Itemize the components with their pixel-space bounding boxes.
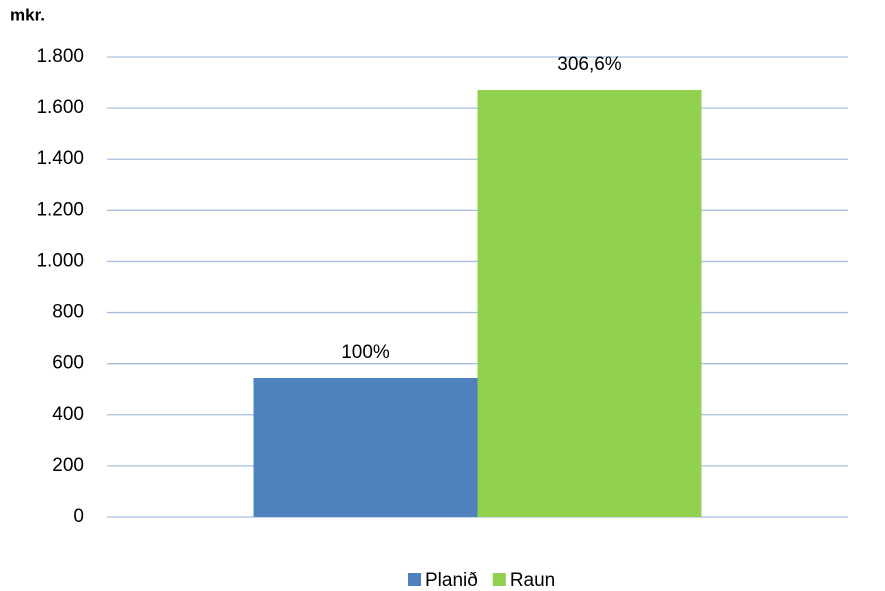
y-tick-label: 800 xyxy=(52,302,84,323)
y-tick-label: 1.000 xyxy=(36,250,84,271)
legend-label: Raun xyxy=(510,570,555,591)
y-tick-label: 1.200 xyxy=(36,199,84,220)
data-label: 100% xyxy=(341,342,390,363)
bar xyxy=(477,89,702,517)
y-tick-label: 1.400 xyxy=(36,148,84,169)
legend-label: Planið xyxy=(425,570,478,591)
y-tick-label: 0 xyxy=(73,506,84,527)
y-tick-label: 400 xyxy=(52,404,84,425)
legend-swatch xyxy=(492,573,506,586)
y-axis-label: mkr. xyxy=(10,5,45,24)
y-tick-label: 1.600 xyxy=(36,97,84,118)
y-tick-label: 600 xyxy=(52,353,84,374)
y-tick-label: 200 xyxy=(52,455,84,476)
bar xyxy=(253,377,478,517)
data-label: 306,6% xyxy=(557,54,622,75)
legend-swatch xyxy=(408,573,421,586)
y-tick-label: 1.800 xyxy=(36,46,84,67)
